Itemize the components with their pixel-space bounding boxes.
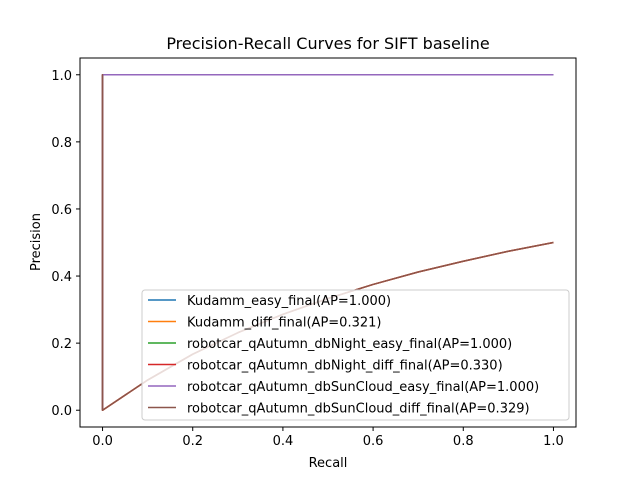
legend-label-5: robotcar_qAutumn_dbSunCloud_easy_final(A… xyxy=(187,380,539,395)
legend-box xyxy=(141,289,570,421)
y-tick-label: 0.2 xyxy=(51,337,72,352)
x-axis-title: Recall xyxy=(309,456,348,471)
plot-frame xyxy=(79,57,577,428)
x-axis: 0.0 0.2 0.4 0.6 0.8 1.0 xyxy=(92,427,564,449)
chart-title: Precision-Recall Curves for SIFT baselin… xyxy=(166,34,489,53)
x-tick-label: 0.6 xyxy=(363,434,384,449)
x-tick-label: 0.0 xyxy=(92,434,113,449)
y-axis-title: Precision xyxy=(29,213,44,271)
legend-items: Kudamm_easy_final(AP=1.000) Kudamm_diff_f… xyxy=(148,294,539,417)
y-tick-label: 0.4 xyxy=(51,270,72,285)
legend-label-6: robotcar_qAutumn_dbSunCloud_diff_final(A… xyxy=(187,402,530,417)
legend-label-1: Kudamm_easy_final(AP=1.000) xyxy=(187,294,391,309)
y-tick-label: 0.8 xyxy=(51,136,72,151)
legend-label-3: robotcar_qAutumn_dbNight_easy_final(AP=1… xyxy=(187,337,512,352)
legend-label-4: robotcar_qAutumn_dbNight_diff_final(AP=0… xyxy=(187,359,503,374)
x-tick-label: 1.0 xyxy=(543,434,564,449)
legend: Kudamm_easy_final(AP=1.000) Kudamm_diff_f… xyxy=(141,289,570,421)
y-tick-label: 0.6 xyxy=(51,203,72,218)
y-tick-label: 0.0 xyxy=(51,404,72,419)
y-tick-label: 1.0 xyxy=(51,69,72,84)
legend-label-2: Kudamm_diff_final(AP=0.321) xyxy=(187,316,381,331)
x-tick-label: 0.2 xyxy=(182,434,203,449)
x-tick-label: 0.8 xyxy=(453,434,474,449)
x-tick-label: 0.4 xyxy=(273,434,294,449)
y-axis: 0.0 0.2 0.4 0.6 0.8 1.0 xyxy=(51,69,80,419)
